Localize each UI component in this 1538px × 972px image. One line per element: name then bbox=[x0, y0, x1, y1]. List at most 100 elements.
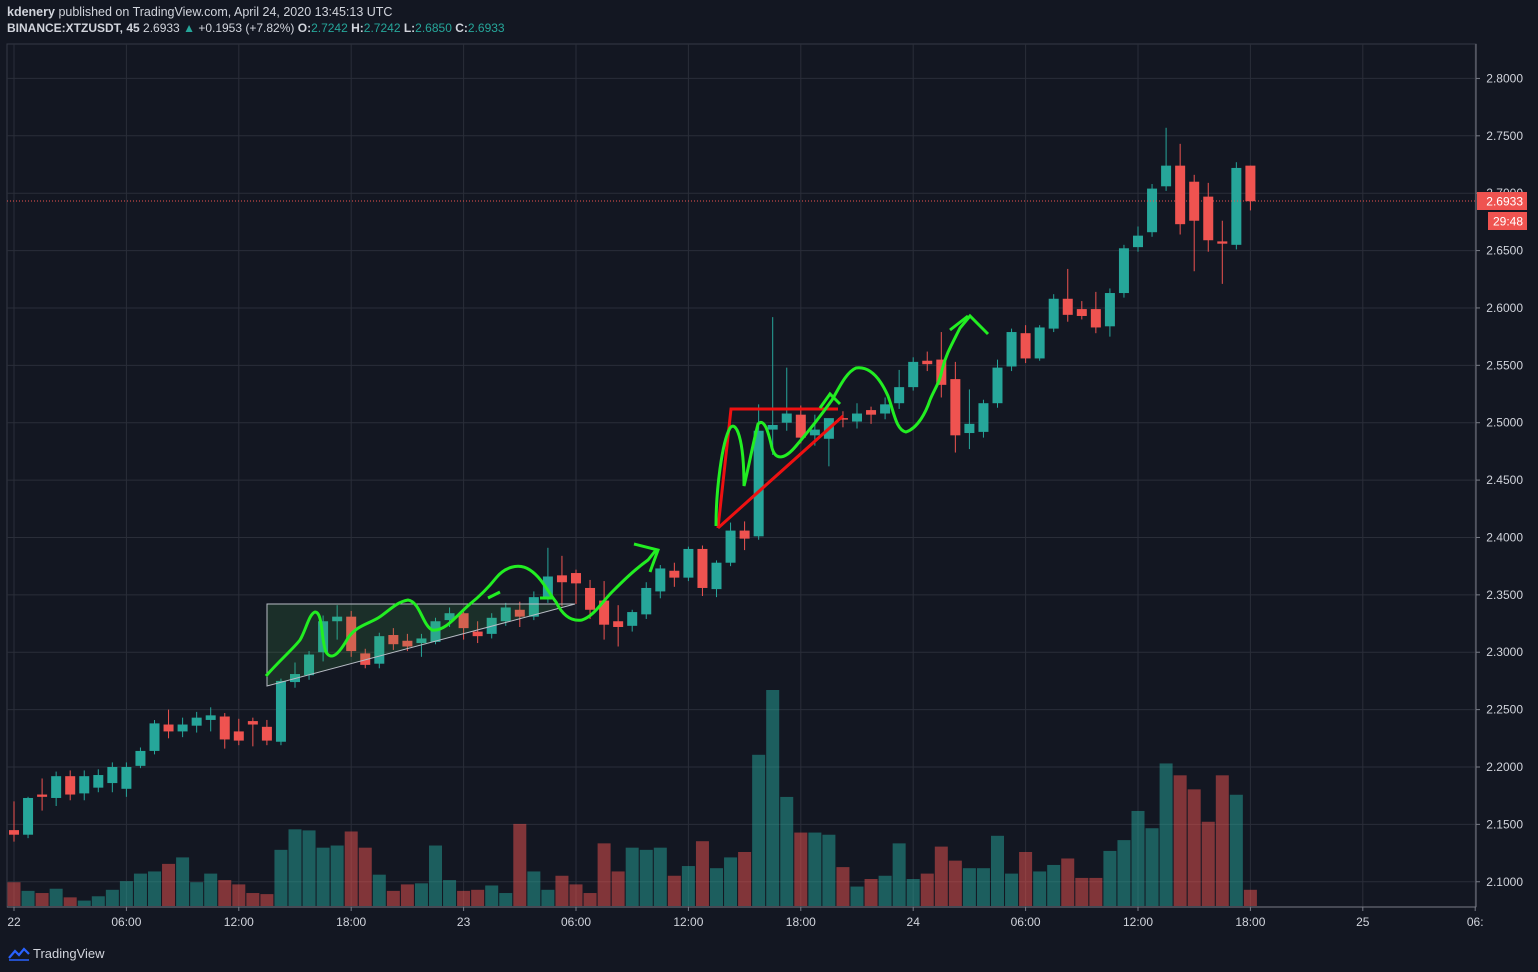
plot-frame bbox=[6, 43, 1477, 908]
green-wave-1 bbox=[264, 549, 658, 677]
candle-body bbox=[571, 573, 581, 584]
volume-bar bbox=[1089, 877, 1103, 906]
candle-body bbox=[528, 597, 539, 617]
volume-bar bbox=[386, 890, 400, 906]
countdown-tag-text: 29:48 bbox=[1493, 215, 1523, 229]
candlestick-chart[interactable]: 2.1000 2.1500 2.2000 2.2500 2.3000 2.3500 2.40… bbox=[0, 0, 1538, 936]
candle-body bbox=[191, 717, 202, 726]
green-wave-2 bbox=[714, 313, 990, 527]
volume-bar bbox=[1159, 763, 1173, 906]
volume-bar bbox=[794, 832, 808, 906]
ohlc-legend: BINANCE:XTZUSDT, 45 2.6933 ▲ +0.1953 (+7… bbox=[7, 20, 505, 36]
volume-bar bbox=[204, 873, 218, 906]
volume-bar bbox=[808, 832, 822, 906]
candle-body bbox=[641, 587, 652, 615]
volume-bar bbox=[1005, 873, 1019, 906]
volume-bar bbox=[471, 889, 485, 906]
y-tick-label: 2.6500 bbox=[1486, 244, 1523, 258]
candle-body bbox=[1203, 196, 1214, 241]
volume-bar bbox=[260, 894, 274, 906]
candle-body bbox=[1104, 293, 1115, 327]
published-text: published on TradingView.com, April 24, … bbox=[58, 5, 393, 19]
candle-body bbox=[992, 367, 1003, 404]
volume-bar bbox=[513, 823, 527, 906]
author-name[interactable]: kdenery bbox=[7, 5, 55, 19]
candle-body bbox=[809, 429, 820, 436]
candle-body bbox=[107, 766, 118, 784]
candles bbox=[9, 127, 1256, 842]
volume-bar bbox=[836, 867, 850, 906]
volume-bar bbox=[892, 843, 906, 906]
volume-bar bbox=[372, 874, 386, 906]
shaded-triangle-annotation bbox=[266, 603, 576, 687]
candle-body bbox=[950, 379, 961, 436]
candle-body bbox=[261, 726, 272, 741]
symbol-label[interactable]: BINANCE:XTZUSDT, 45 bbox=[7, 21, 140, 35]
volume-bar bbox=[583, 893, 597, 906]
last-price: 2.6933 bbox=[143, 21, 180, 35]
volume-bar bbox=[653, 847, 667, 906]
y-tick-label: 2.8000 bbox=[1486, 71, 1523, 85]
publisher-line: kdenery published on TradingView.com, Ap… bbox=[7, 4, 505, 20]
volume-bar bbox=[246, 893, 260, 906]
volume-bar bbox=[597, 843, 611, 906]
volume-bar bbox=[429, 845, 442, 906]
volume-bar bbox=[274, 849, 288, 906]
y-tick-label: 2.2500 bbox=[1486, 703, 1523, 717]
candle-body bbox=[1217, 241, 1228, 244]
candle-body bbox=[121, 766, 132, 789]
candle-body bbox=[135, 750, 146, 766]
volume-bar bbox=[780, 796, 794, 906]
candle-body bbox=[275, 680, 286, 742]
volume-bar bbox=[485, 885, 499, 906]
candle-body bbox=[247, 721, 258, 725]
volume-bar bbox=[878, 875, 892, 906]
volume-bar bbox=[710, 868, 723, 906]
candle-body bbox=[163, 724, 174, 732]
y-tick-label: 2.4000 bbox=[1486, 530, 1523, 544]
volume-bar bbox=[63, 897, 77, 906]
x-tick-label: 12:00 bbox=[1123, 915, 1153, 929]
close-value: 2.6933 bbox=[467, 21, 505, 35]
candle-body bbox=[725, 530, 736, 563]
y-tick-label: 2.1000 bbox=[1486, 875, 1523, 889]
candle-body bbox=[781, 413, 792, 423]
candle-body bbox=[1147, 188, 1158, 233]
volume-bar bbox=[91, 896, 105, 906]
open-label: O: bbox=[297, 21, 312, 35]
time-axis: 22 06:00 12:00 18:00 23 06:00 12:00 18:00 24 06:0… bbox=[7, 906, 1484, 929]
candle-body bbox=[514, 609, 525, 617]
candle-body bbox=[1020, 333, 1031, 359]
volume-bar bbox=[962, 868, 976, 906]
volume-bar bbox=[119, 881, 133, 906]
volume-bar bbox=[133, 873, 147, 906]
green-arrow-head-1 bbox=[633, 542, 660, 573]
candle-body bbox=[374, 636, 385, 664]
candle-body bbox=[978, 403, 989, 432]
green-tick-1 bbox=[487, 590, 552, 600]
candle-body bbox=[332, 616, 343, 622]
y-tick-label: 2.3000 bbox=[1486, 645, 1523, 659]
candle-body bbox=[219, 716, 230, 740]
volume-bar bbox=[1103, 850, 1117, 906]
volume-bar bbox=[1201, 821, 1215, 906]
volume-bar bbox=[1173, 775, 1187, 906]
volume-bar bbox=[330, 845, 344, 906]
volume-bar bbox=[611, 871, 625, 906]
candle-body bbox=[1189, 181, 1200, 221]
tradingview-brand[interactable]: TradingView bbox=[33, 946, 105, 961]
volume-bars bbox=[7, 690, 1257, 906]
volume-bar bbox=[1229, 794, 1243, 906]
candle-body bbox=[65, 776, 76, 795]
candle-body bbox=[205, 715, 216, 720]
candle-body bbox=[1048, 298, 1059, 329]
tradingview-logo-icon[interactable] bbox=[8, 947, 30, 961]
candle-body bbox=[1245, 165, 1256, 202]
volume-bar bbox=[667, 875, 681, 906]
candle-body bbox=[177, 724, 188, 732]
candle-body bbox=[388, 635, 399, 645]
candle-body bbox=[866, 410, 877, 415]
y-tick-label: 2.4500 bbox=[1486, 473, 1523, 487]
volume-bar bbox=[21, 890, 35, 906]
y-tick-label: 2.3500 bbox=[1486, 588, 1523, 602]
